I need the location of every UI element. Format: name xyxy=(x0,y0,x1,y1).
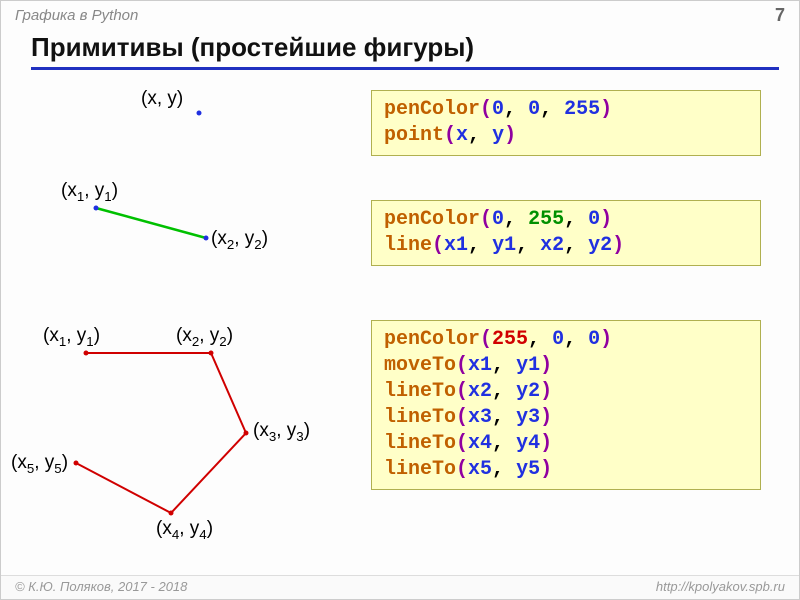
page-number: 7 xyxy=(775,5,785,26)
header-bar: Графика в Python 7 xyxy=(1,1,799,28)
label-poly-3: (x3, y3) xyxy=(253,420,310,444)
header-topic: Графика в Python xyxy=(15,7,138,24)
label-poly-5: (x5, y5) xyxy=(11,452,68,476)
footer-url: http://kpolyakov.spb.ru xyxy=(656,579,785,594)
label-poly-2: (x2, y2) xyxy=(176,325,233,349)
footer-copyright: © К.Ю. Поляков, 2017 - 2018 xyxy=(15,579,187,594)
footer: © К.Ю. Поляков, 2017 - 2018 http://kpoly… xyxy=(1,575,799,599)
slide-title: Примитивы (простейшие фигуры) xyxy=(31,32,779,70)
content-area: (x, y) (x1, y1) (x2, y2) (x1, y1) (x2, y… xyxy=(1,70,799,570)
code-point: penColor(0, 0, 255)point(x, y) xyxy=(371,90,761,156)
code-polyline: penColor(255, 0, 0)moveTo(x1, y1)lineTo(… xyxy=(371,320,761,490)
polyline-figure xyxy=(1,70,321,570)
code-line: penColor(0, 255, 0)line(x1, y1, x2, y2) xyxy=(371,200,761,266)
label-poly-1: (x1, y1) xyxy=(43,325,100,349)
label-poly-4: (x4, y4) xyxy=(156,518,213,542)
